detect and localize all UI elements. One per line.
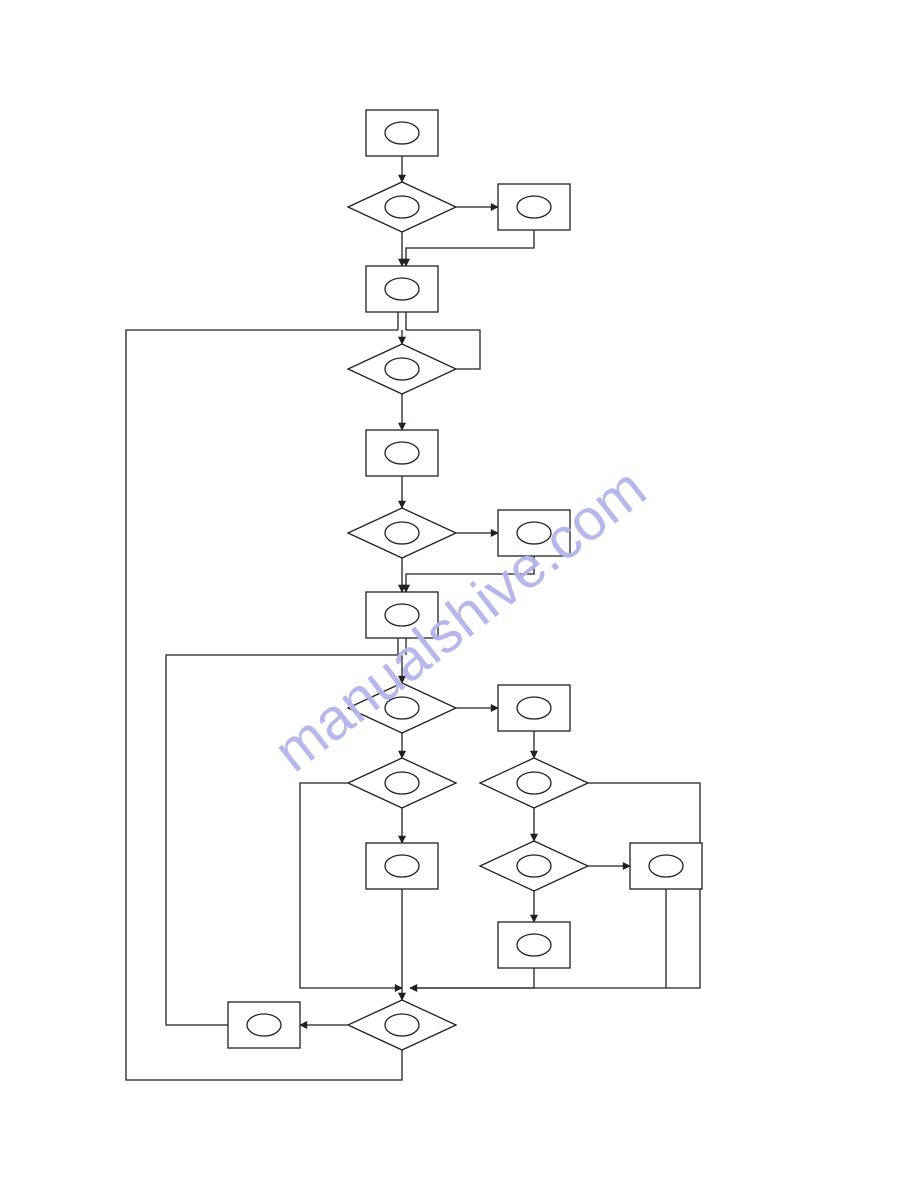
edge-e3: [406, 230, 534, 266]
nodes-group: [228, 110, 702, 1050]
node-d5: [348, 758, 456, 808]
node-r3: [366, 266, 438, 312]
node-d6: [480, 758, 588, 808]
node-r8: [366, 843, 438, 889]
node-r5: [498, 510, 570, 556]
node-r1: [366, 110, 438, 156]
node-d1: [348, 182, 456, 232]
node-d7: [480, 841, 588, 891]
node-r6: [366, 592, 438, 638]
node-d2: [348, 344, 456, 394]
edge-e10: [406, 556, 534, 592]
node-d3: [348, 508, 456, 558]
node-r9: [630, 843, 702, 889]
node-r7: [498, 685, 570, 731]
node-d4: [348, 683, 456, 733]
node-d8: [348, 1000, 456, 1050]
node-r2: [498, 184, 570, 230]
node-r4: [366, 430, 438, 476]
node-r10: [498, 922, 570, 968]
flowchart-svg: [0, 0, 918, 1188]
node-r11: [228, 1002, 300, 1048]
